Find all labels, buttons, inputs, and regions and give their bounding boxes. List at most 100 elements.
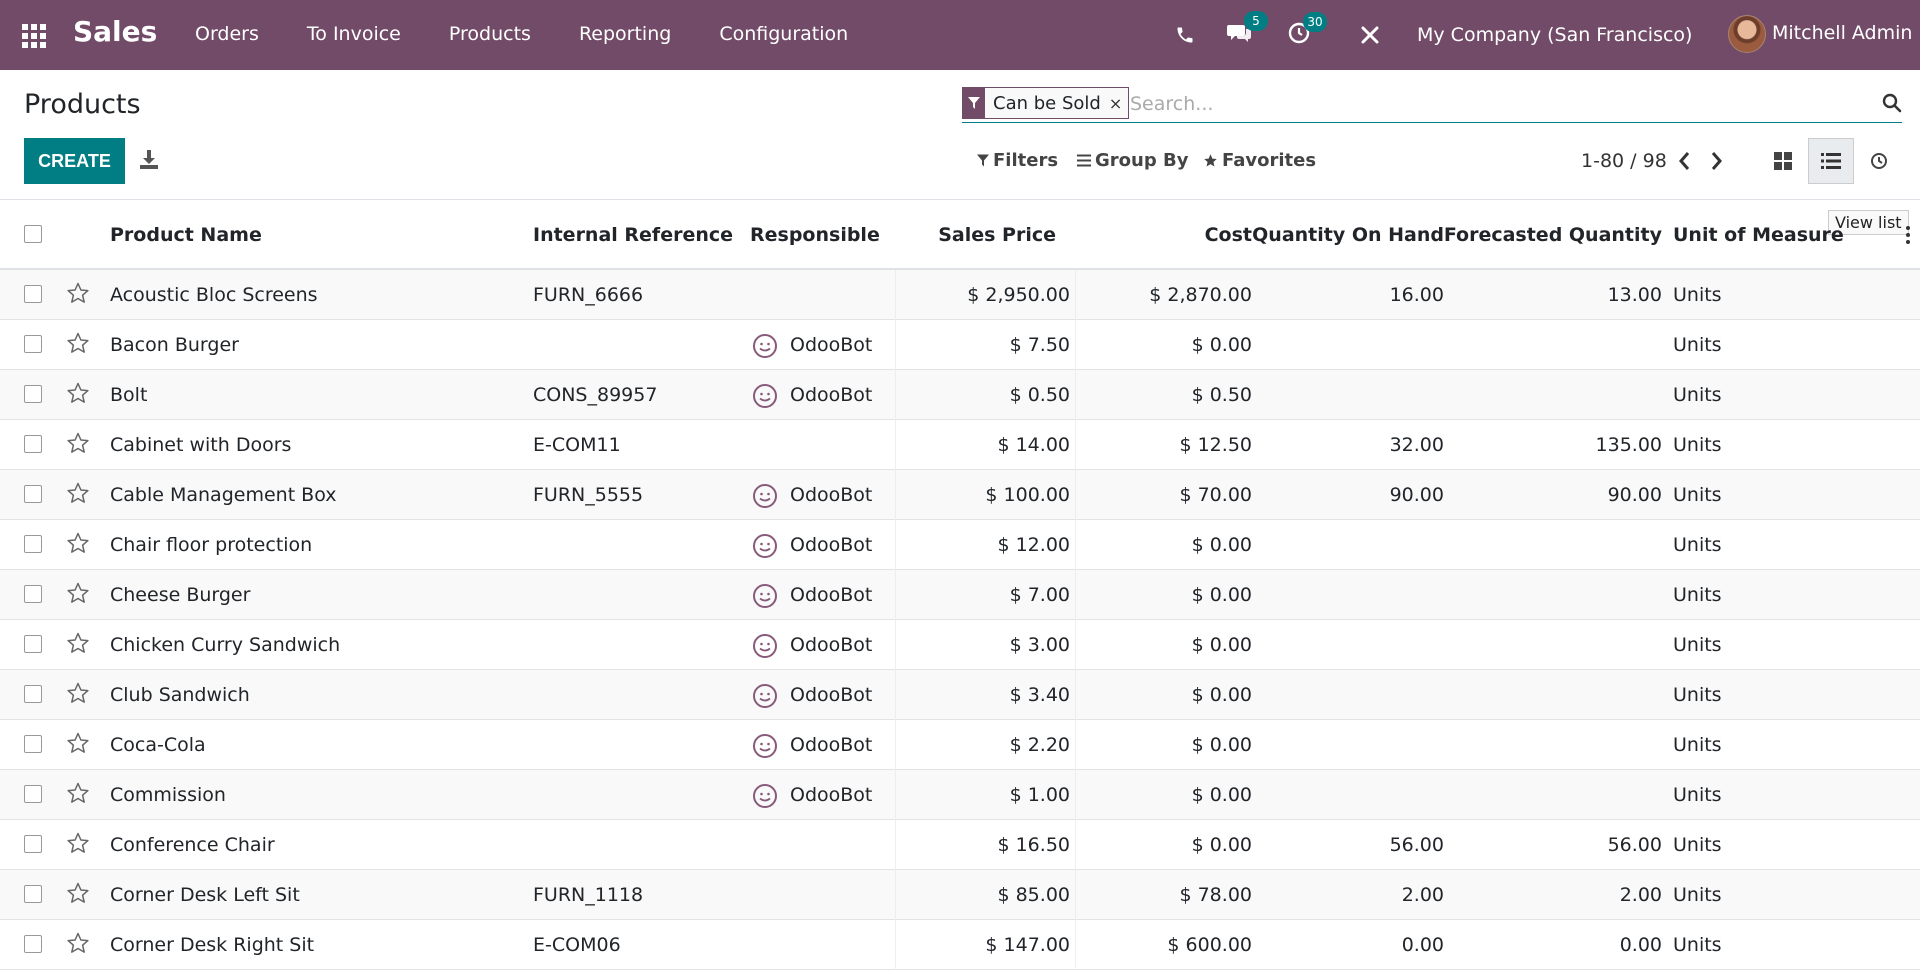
apps-menu-icon[interactable] bbox=[22, 24, 48, 48]
column-separator bbox=[1075, 720, 1076, 770]
cell-sales-price: $ 14.00 bbox=[997, 434, 1070, 456]
row-checkbox[interactable] bbox=[24, 435, 42, 453]
column-header-sales-price[interactable]: Sales Price bbox=[938, 224, 1056, 246]
cell-sales-price: $ 3.40 bbox=[1009, 684, 1070, 706]
table-row[interactable]: Corner Desk Right Sit E-COM06 $ 147.00 $ 60… bbox=[0, 920, 1920, 970]
column-header-cost[interactable]: Cost bbox=[1204, 224, 1252, 246]
table-row[interactable]: Commission OdooBot $ 1.00 $ 0.00 Units bbox=[0, 770, 1920, 820]
favorite-star-icon[interactable] bbox=[66, 281, 90, 305]
row-checkbox[interactable] bbox=[24, 385, 42, 403]
table-row[interactable]: Chicken Curry Sandwich OdooBot $ 3.00 $ 0.0… bbox=[0, 620, 1920, 670]
create-button[interactable]: CREATE bbox=[24, 138, 125, 184]
pager-previous-icon[interactable] bbox=[1677, 150, 1697, 172]
column-separator bbox=[895, 670, 896, 720]
user-avatar[interactable] bbox=[1728, 15, 1766, 53]
column-header-unit-of-measure[interactable]: Unit of Measure bbox=[1673, 224, 1844, 246]
cell-product-name: Conference Chair bbox=[110, 834, 275, 856]
user-menu[interactable]: Mitchell Admin bbox=[1772, 22, 1913, 44]
favorite-star-icon[interactable] bbox=[66, 331, 90, 355]
row-checkbox[interactable] bbox=[24, 685, 42, 703]
favorite-star-icon[interactable] bbox=[66, 681, 90, 705]
list-view-icon[interactable] bbox=[1808, 138, 1854, 184]
page-title: Products bbox=[24, 89, 141, 120]
table-row[interactable]: Cable Management Box FURN_5555 OdooBot $ 10… bbox=[0, 470, 1920, 520]
column-separator bbox=[1075, 470, 1076, 520]
row-checkbox[interactable] bbox=[24, 735, 42, 753]
column-header-quantity-on-hand[interactable]: Quantity On Hand bbox=[1252, 224, 1444, 246]
favorite-star-icon[interactable] bbox=[66, 481, 90, 505]
table-row[interactable]: Bacon Burger OdooBot $ 7.50 $ 0.00 Units bbox=[0, 320, 1920, 370]
search-icon[interactable] bbox=[1882, 93, 1902, 113]
row-checkbox[interactable] bbox=[24, 485, 42, 503]
odoobot-avatar-icon bbox=[753, 534, 777, 558]
cell-quantity-on-hand: 16.00 bbox=[1389, 284, 1444, 306]
cell-responsible: OdooBot bbox=[790, 684, 873, 706]
messages-icon[interactable]: 5 bbox=[1226, 0, 1268, 70]
cell-internal-reference: CONS_89957 bbox=[533, 384, 658, 406]
row-checkbox[interactable] bbox=[24, 635, 42, 653]
column-separator bbox=[1075, 770, 1076, 820]
row-checkbox[interactable] bbox=[24, 535, 42, 553]
favorite-star-icon[interactable] bbox=[66, 531, 90, 555]
filters-dropdown[interactable]: Filters bbox=[977, 150, 1058, 171]
favorite-star-icon[interactable] bbox=[66, 731, 90, 755]
menu-item-products[interactable]: Products bbox=[448, 23, 531, 45]
row-checkbox[interactable] bbox=[24, 835, 42, 853]
cell-unit-of-measure: Units bbox=[1673, 384, 1722, 406]
groupby-dropdown[interactable]: Group By bbox=[1077, 150, 1188, 171]
column-header-product-name[interactable]: Product Name bbox=[110, 224, 262, 246]
table-row[interactable]: Coca-Cola OdooBot $ 2.20 $ 0.00 Units bbox=[0, 720, 1920, 770]
table-row[interactable]: Cabinet with Doors E-COM11 $ 14.00 $ 12.50 3… bbox=[0, 420, 1920, 470]
column-header-responsible[interactable]: Responsible bbox=[750, 224, 880, 246]
app-brand[interactable]: Sales bbox=[73, 15, 158, 48]
menu-item-to-invoice[interactable]: To Invoice bbox=[306, 23, 401, 45]
row-checkbox[interactable] bbox=[24, 285, 42, 303]
cell-sales-price: $ 16.50 bbox=[997, 834, 1070, 856]
optional-columns-icon[interactable] bbox=[1906, 226, 1912, 246]
table-row[interactable]: Corner Desk Left Sit FURN_1118 $ 85.00 $ 78… bbox=[0, 870, 1920, 920]
favorite-star-icon[interactable] bbox=[66, 931, 90, 955]
search-input[interactable] bbox=[1130, 89, 1830, 119]
odoobot-avatar-icon bbox=[753, 584, 777, 608]
pager-next-icon[interactable] bbox=[1710, 150, 1730, 172]
favorite-star-icon[interactable] bbox=[66, 881, 90, 905]
favorite-star-icon[interactable] bbox=[66, 381, 90, 405]
kanban-view-icon[interactable] bbox=[1760, 138, 1806, 184]
download-icon[interactable] bbox=[139, 148, 159, 170]
menu-item-configuration[interactable]: Configuration bbox=[719, 23, 849, 45]
favorite-star-icon[interactable] bbox=[66, 581, 90, 605]
menu-item-orders[interactable]: Orders bbox=[195, 23, 259, 45]
row-checkbox[interactable] bbox=[24, 585, 42, 603]
phone-icon[interactable] bbox=[1175, 0, 1195, 70]
favorite-star-icon[interactable] bbox=[66, 431, 90, 455]
column-separator bbox=[895, 270, 896, 320]
table-row[interactable]: Chair floor protection OdooBot $ 12.00 $ 0.… bbox=[0, 520, 1920, 570]
debug-tools-icon[interactable] bbox=[1360, 0, 1380, 70]
company-switcher[interactable]: My Company (San Francisco) bbox=[1417, 24, 1693, 46]
cell-responsible: OdooBot bbox=[790, 584, 873, 606]
column-separator bbox=[1075, 570, 1076, 620]
table-row[interactable]: Acoustic Bloc Screens FURN_6666 $ 2,950.00… bbox=[0, 270, 1920, 320]
row-checkbox[interactable] bbox=[24, 335, 42, 353]
select-all-checkbox[interactable] bbox=[24, 225, 42, 243]
filter-facet-remove-button[interactable]: × bbox=[1108, 93, 1123, 113]
table-row[interactable]: Conference Chair $ 16.50 $ 0.00 56.00 56.00 U… bbox=[0, 820, 1920, 870]
activities-icon[interactable]: 30 bbox=[1288, 0, 1327, 70]
favorites-dropdown[interactable]: Favorites bbox=[1203, 150, 1316, 171]
favorite-star-icon[interactable] bbox=[66, 631, 90, 655]
menu-item-reporting[interactable]: Reporting bbox=[578, 23, 672, 45]
table-row[interactable]: Cheese Burger OdooBot $ 7.00 $ 0.00 Units bbox=[0, 570, 1920, 620]
activity-view-icon[interactable] bbox=[1856, 138, 1902, 184]
row-checkbox[interactable] bbox=[24, 785, 42, 803]
favorite-star-icon[interactable] bbox=[66, 831, 90, 855]
row-checkbox[interactable] bbox=[24, 885, 42, 903]
column-header-forecasted-quantity[interactable]: Forecasted Quantity bbox=[1443, 224, 1662, 246]
pager-value[interactable]: 1-80 / 98 bbox=[1581, 150, 1667, 172]
table-row[interactable]: Bolt CONS_89957 OdooBot $ 0.50 $ 0.50 Units bbox=[0, 370, 1920, 420]
favorite-star-icon[interactable] bbox=[66, 781, 90, 805]
table-row[interactable]: Club Sandwich OdooBot $ 3.40 $ 0.00 Units bbox=[0, 670, 1920, 720]
cell-sales-price: $ 100.00 bbox=[985, 484, 1070, 506]
cell-cost: $ 0.00 bbox=[1191, 584, 1252, 606]
column-header-internal-reference[interactable]: Internal Reference bbox=[533, 224, 734, 246]
row-checkbox[interactable] bbox=[24, 935, 42, 953]
